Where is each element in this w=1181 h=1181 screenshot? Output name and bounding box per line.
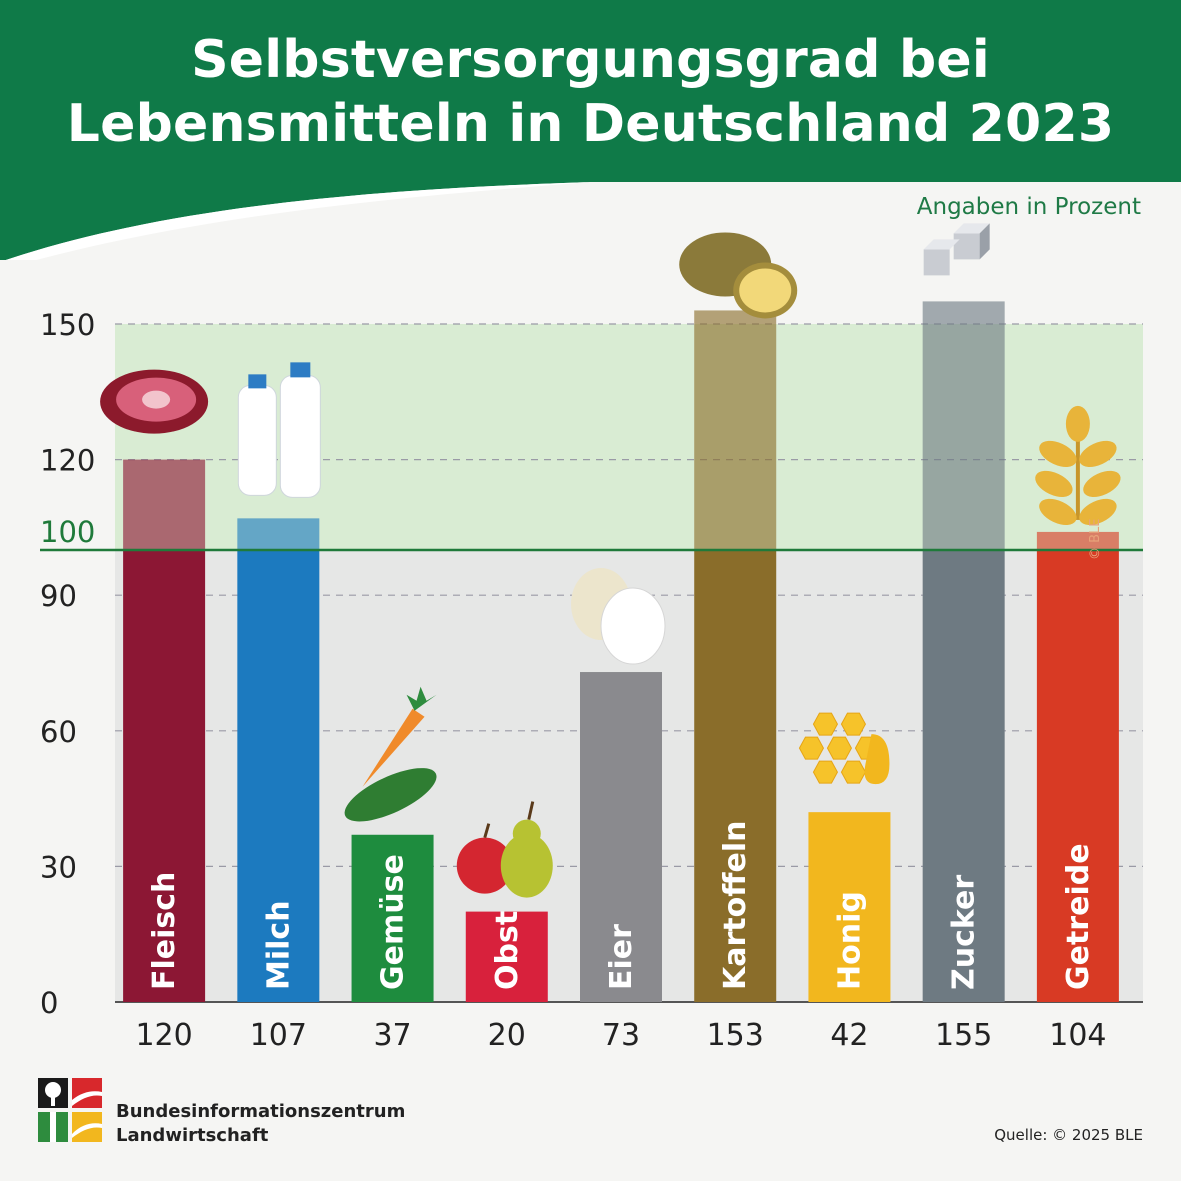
y-tick-label: 150 bbox=[40, 308, 95, 342]
y-tick-label: 0 bbox=[40, 986, 58, 1020]
vegetables-icon bbox=[344, 686, 437, 822]
wheat-icon bbox=[1035, 405, 1121, 525]
bar-segment-above-100 bbox=[237, 518, 320, 550]
bar-segment bbox=[465, 911, 548, 1002]
value-label: 107 bbox=[250, 1018, 307, 1053]
value-label: 73 bbox=[602, 1018, 640, 1053]
y-tick-label: 90 bbox=[40, 579, 77, 613]
bar-getreide bbox=[1036, 531, 1119, 1002]
category-label: Fleisch bbox=[147, 872, 182, 990]
potatoes-icon bbox=[679, 232, 798, 319]
y-tick-label: 30 bbox=[40, 850, 77, 884]
category-label: Kartoffeln bbox=[718, 820, 753, 990]
ble-logo-icon bbox=[38, 1078, 102, 1142]
category-label: Zucker bbox=[947, 875, 982, 990]
org-line-2: Landwirtschaft bbox=[116, 1125, 269, 1146]
bar-kartoffeln bbox=[694, 310, 777, 1002]
value-label: 155 bbox=[935, 1018, 992, 1053]
title-line-1: Selbstversorgungsgrad bei bbox=[191, 30, 990, 90]
bar-segment-above-100 bbox=[922, 301, 1005, 550]
milk-bottles-icon bbox=[237, 362, 321, 498]
meat-icon bbox=[100, 369, 209, 434]
category-label: Honig bbox=[832, 891, 867, 990]
unit-note: Angaben in Prozent bbox=[916, 194, 1141, 220]
category-label: Getreide bbox=[1061, 843, 1096, 990]
bar-segment bbox=[123, 550, 206, 1002]
bar-segment bbox=[351, 834, 434, 1002]
category-label: Obst bbox=[490, 911, 525, 990]
bar-segment-above-100 bbox=[694, 310, 777, 550]
bar-segment bbox=[922, 550, 1005, 1002]
value-label: 153 bbox=[707, 1018, 764, 1053]
reference-line-label: 100 bbox=[40, 515, 95, 549]
value-label: 104 bbox=[1049, 1018, 1106, 1053]
header-banner bbox=[0, 0, 1181, 260]
bar-obst bbox=[465, 911, 548, 1002]
bar-segment-above-100 bbox=[1036, 531, 1119, 550]
honeycomb-icon bbox=[798, 712, 890, 785]
bar-fleisch bbox=[123, 459, 206, 1002]
bar-zucker bbox=[922, 301, 1005, 1002]
value-label: 20 bbox=[488, 1018, 526, 1053]
bar-segment bbox=[237, 550, 320, 1002]
title-line-2: Lebensmitteln in Deutschland 2023 bbox=[66, 94, 1115, 154]
sugar-cubes-icon bbox=[923, 223, 990, 276]
value-label: 120 bbox=[135, 1018, 192, 1053]
value-label: 37 bbox=[373, 1018, 411, 1053]
fruit-icon bbox=[456, 801, 553, 898]
category-label: Eier bbox=[604, 924, 639, 990]
category-label: Milch bbox=[261, 900, 296, 990]
bar-gemüse bbox=[351, 834, 434, 1002]
bar-segment-above-100 bbox=[123, 459, 206, 550]
y-tick-label: 60 bbox=[40, 715, 77, 749]
bar-segment bbox=[808, 812, 891, 1002]
bar-milch bbox=[237, 518, 320, 1002]
y-tick-label: 120 bbox=[40, 444, 95, 478]
bar-honig bbox=[808, 812, 891, 1002]
value-label: 42 bbox=[830, 1018, 868, 1053]
org-line-1: Bundesinformationszentrum bbox=[116, 1101, 406, 1122]
bar-segment bbox=[580, 672, 662, 1002]
category-label: Gemüse bbox=[376, 854, 411, 990]
bar-eier bbox=[580, 672, 662, 1002]
source-note: Quelle: © 2025 BLE bbox=[994, 1126, 1143, 1144]
organization-name: Bundesinformationszentrum Landwirtschaft bbox=[116, 1100, 405, 1148]
bar-segment bbox=[694, 550, 777, 1002]
eggs-icon bbox=[571, 568, 666, 665]
watermark: © BLE bbox=[1088, 518, 1103, 560]
chart-title: Selbstversorgungsgrad bei Lebensmitteln … bbox=[0, 28, 1181, 156]
bar-segment bbox=[1036, 550, 1119, 1002]
